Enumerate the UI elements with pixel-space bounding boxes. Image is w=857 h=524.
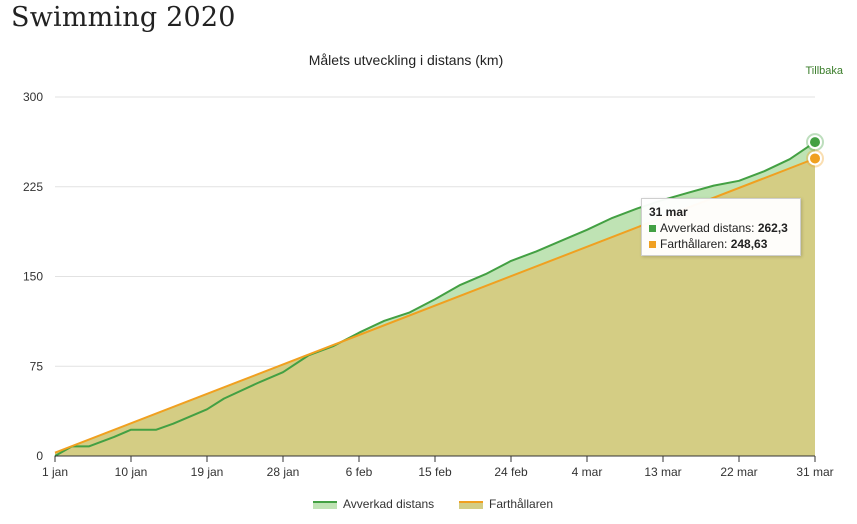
- page-title: Swimming 2020: [11, 2, 236, 33]
- line-avverkad: [54, 141, 816, 457]
- x-tick-label: 19 jan: [191, 465, 224, 479]
- y-tick-label: 0: [36, 449, 43, 463]
- x-tick-label: 13 mar: [644, 465, 681, 479]
- legend-swatch-farthallaren: [459, 501, 483, 509]
- legend-swatch-avverkad: [313, 501, 337, 509]
- y-tick-label: 150: [23, 270, 43, 284]
- x-axis: 1 jan 10 jan 19 jan 28 jan 6 feb 15 feb 24 feb…: [42, 456, 834, 479]
- tooltip-swatch-avverkad: [649, 225, 656, 232]
- tooltip-swatch-farthallaren: [649, 241, 656, 248]
- x-tick-label: 22 mar: [720, 465, 757, 479]
- x-tick-label: 15 feb: [418, 465, 452, 479]
- end-marker-halo-avverkad: [806, 133, 824, 152]
- tooltip-value-farthallaren: 248,63: [730, 237, 768, 251]
- y-axis: 0 75 150 225 300: [23, 90, 43, 463]
- tooltip-row-avverkad: Avverkad distans: 262,3: [649, 220, 793, 236]
- legend-label-avverkad[interactable]: Avverkad distans: [343, 497, 434, 511]
- x-tick-label: 1 jan: [42, 465, 68, 479]
- y-tick-label: 225: [23, 180, 43, 194]
- tooltip-value-avverkad: 262,3: [757, 221, 788, 235]
- x-tick-label: 24 feb: [494, 465, 528, 479]
- x-tick-label: 10 jan: [115, 465, 148, 479]
- end-marker-avverkad: [808, 135, 822, 150]
- x-tick-label: 31 mar: [796, 465, 833, 479]
- y-tick-label: 75: [30, 359, 44, 373]
- tooltip-label-avverkad: Avverkad distans:: [660, 221, 758, 235]
- chart-title: Målets utveckling i distans (km): [309, 52, 504, 68]
- x-tick-label: 28 jan: [267, 465, 300, 479]
- y-tick-label: 300: [23, 90, 43, 104]
- legend: Avverkad distans Farthållaren: [313, 497, 553, 511]
- tooltip-row-farthallaren: Farthållaren: 248,63: [649, 236, 793, 252]
- back-link[interactable]: Tillbaka: [805, 65, 844, 77]
- tooltip-date: 31 mar: [649, 205, 688, 219]
- end-marker-farthallaren: [808, 151, 822, 166]
- end-marker-halo-farthallaren: [806, 149, 824, 168]
- tooltip-label-farthallaren: Farthållaren:: [660, 237, 731, 251]
- x-tick-label: 4 mar: [572, 465, 603, 479]
- legend-label-farthallaren[interactable]: Farthållaren: [489, 497, 553, 511]
- x-tick-label: 6 feb: [346, 465, 373, 479]
- series-end-markers: [806, 133, 824, 168]
- tooltip: 31 mar Avverkad distans: 262,3 Farthålla…: [641, 198, 801, 256]
